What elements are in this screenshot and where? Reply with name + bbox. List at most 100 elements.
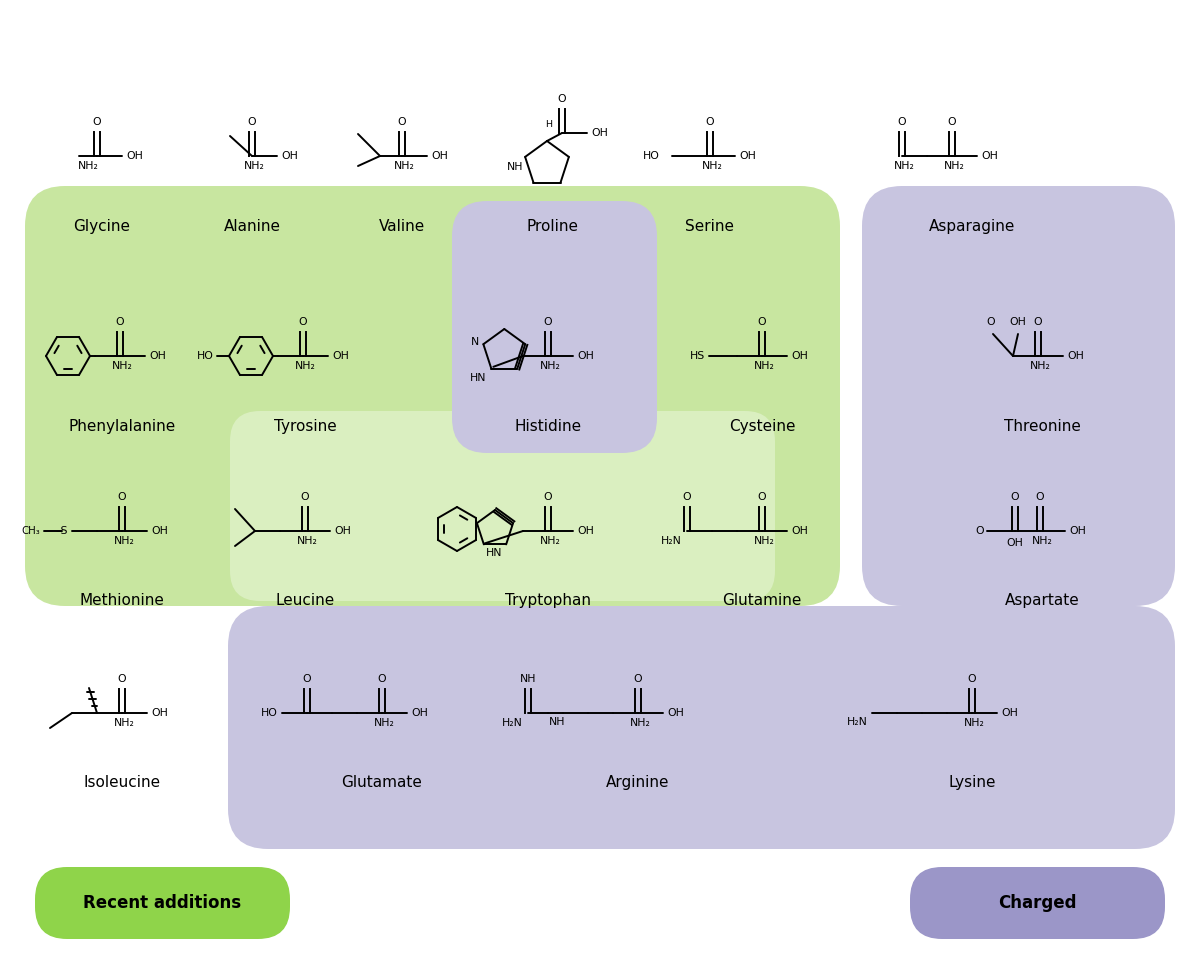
Text: O: O [558,94,566,104]
Text: O: O [397,117,407,127]
Text: O: O [976,526,984,536]
Text: NH₂: NH₂ [1030,361,1050,371]
Text: OH: OH [332,351,349,361]
Text: Glutamate: Glutamate [342,775,422,790]
Text: NH₂: NH₂ [114,718,134,728]
FancyBboxPatch shape [452,201,658,453]
Text: O: O [757,317,767,327]
Text: Tyrosine: Tyrosine [274,419,336,434]
Text: O: O [118,674,126,684]
Text: OH: OH [149,351,166,361]
Text: O: O [1010,492,1019,502]
Text: H₂N: H₂N [502,718,523,728]
Text: O: O [301,492,310,502]
Text: Serine: Serine [685,219,734,234]
Text: HO: HO [262,708,278,718]
Text: Cysteine: Cysteine [728,419,796,434]
Text: HO: HO [643,151,660,161]
Text: Charged: Charged [998,894,1076,911]
Text: Threonine: Threonine [1003,419,1080,434]
Text: O: O [967,674,977,684]
Text: Phenylalanine: Phenylalanine [68,419,175,434]
Text: Alanine: Alanine [223,219,281,234]
FancyBboxPatch shape [862,186,1175,606]
Text: Histidine: Histidine [515,419,582,434]
Text: O: O [1036,492,1044,502]
Text: Asparagine: Asparagine [929,219,1015,234]
Text: NH₂: NH₂ [702,161,722,171]
Text: Arginine: Arginine [606,775,670,790]
FancyBboxPatch shape [230,411,775,601]
Text: Glutamine: Glutamine [722,593,802,608]
Text: Recent additions: Recent additions [84,894,241,911]
Text: NH₂: NH₂ [894,161,914,171]
Text: OH: OH [126,151,143,161]
Text: NH₂: NH₂ [540,361,560,371]
Text: OH: OH [791,351,808,361]
Text: NH₂: NH₂ [373,718,395,728]
Text: NH₂: NH₂ [296,536,318,546]
Text: O: O [544,492,552,502]
Text: O: O [986,317,995,327]
Text: OH: OH [577,526,594,536]
Text: H: H [546,120,552,129]
Text: O: O [706,117,714,127]
Text: O: O [92,117,101,127]
Text: H₂N: H₂N [847,717,868,727]
Text: O: O [948,117,956,127]
Text: OH: OH [667,708,684,718]
Text: OH: OH [1001,708,1018,718]
FancyBboxPatch shape [35,867,290,939]
Text: OH: OH [592,128,608,138]
Text: NH₂: NH₂ [112,361,132,371]
Text: HO: HO [197,351,214,361]
Text: NH₂: NH₂ [540,536,560,546]
Text: Isoleucine: Isoleucine [84,775,161,790]
Text: Leucine: Leucine [275,593,335,608]
Text: O: O [1033,317,1043,327]
Text: O: O [544,317,552,327]
Text: HN: HN [470,373,486,382]
Text: HS: HS [690,351,706,361]
Text: Tryptophan: Tryptophan [505,593,592,608]
Text: –S: –S [55,526,68,536]
Text: OH: OH [982,151,998,161]
Text: NH: NH [548,717,565,727]
Text: N: N [472,337,479,347]
Text: HN: HN [486,549,502,558]
Text: H₂N: H₂N [661,536,682,546]
Text: Aspartate: Aspartate [1004,593,1079,608]
Text: O: O [378,674,386,684]
Text: NH₂: NH₂ [78,161,98,171]
Text: O: O [299,317,307,327]
Text: OH: OH [410,708,428,718]
Text: NH₂: NH₂ [294,361,316,371]
Text: OH: OH [281,151,298,161]
Text: OH: OH [151,526,168,536]
Text: Methionine: Methionine [79,593,164,608]
Text: NH₂: NH₂ [943,161,965,171]
Text: O: O [247,117,257,127]
FancyBboxPatch shape [910,867,1165,939]
Text: NH₂: NH₂ [754,361,774,371]
Text: OH: OH [577,351,594,361]
Text: OH: OH [1007,538,1024,548]
Text: O: O [302,674,311,684]
Text: NH₂: NH₂ [964,718,984,728]
Text: NH: NH [506,161,523,172]
Text: NH₂: NH₂ [630,718,650,728]
Text: Proline: Proline [526,219,578,234]
Text: OH: OH [1067,351,1084,361]
Text: O: O [118,492,126,502]
Text: NH₂: NH₂ [114,536,134,546]
Text: OH: OH [431,151,448,161]
Text: OH: OH [791,526,808,536]
Text: Glycine: Glycine [73,219,131,234]
Text: Lysine: Lysine [948,775,996,790]
Text: OH: OH [1009,317,1026,327]
Text: O: O [115,317,125,327]
Text: NH: NH [520,674,536,684]
Text: OH: OH [739,151,756,161]
Text: Valine: Valine [379,219,425,234]
Text: OH: OH [1069,526,1086,536]
